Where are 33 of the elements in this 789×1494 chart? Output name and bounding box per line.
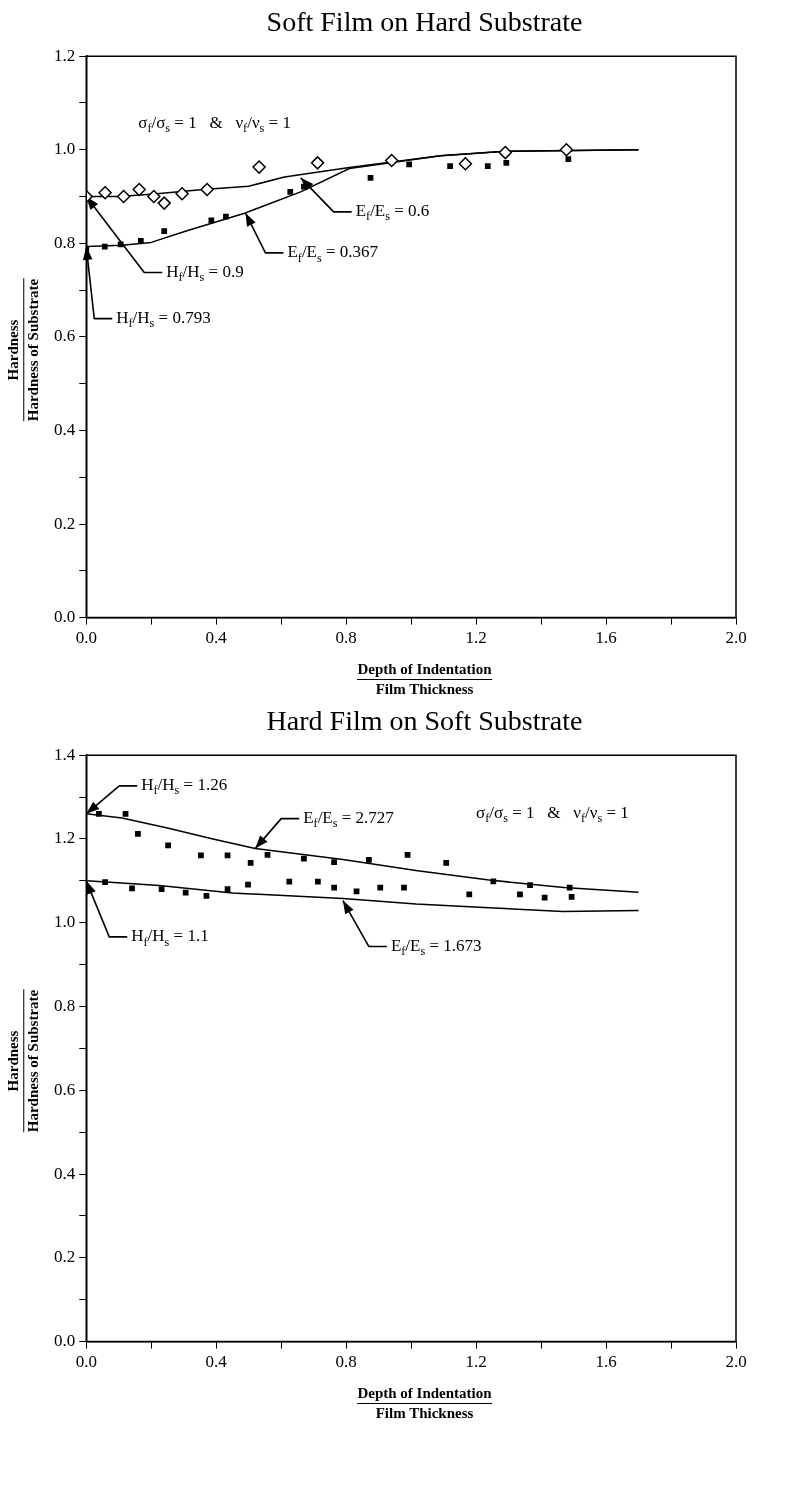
x-tick-label: 0.0	[75, 1352, 97, 1372]
y-tick-label: 0.2	[54, 1247, 76, 1267]
y-tick-label: 0.0	[54, 1331, 76, 1351]
x-tick-label: 0.4	[205, 628, 228, 648]
x-axis-title: Depth of Indentation Film Thickness	[357, 659, 492, 699]
y-axis-title: Hardness Hardness of Substrate	[3, 989, 44, 1133]
x-tick-label: 0.0	[75, 628, 97, 648]
x-tick-label: 1.6	[595, 1352, 617, 1372]
y-tick-label: 0.6	[54, 326, 76, 346]
x-tick-label: 1.2	[465, 628, 487, 648]
y-tick-label: 0.8	[54, 995, 76, 1015]
x-tick-label: 1.6	[595, 628, 617, 648]
y-tick-label: 1.2	[54, 828, 76, 848]
chart-title: Hard Film on Soft Substrate	[265, 704, 584, 738]
y-tick-label: 1.2	[54, 45, 76, 65]
y-tick-label: 0.4	[54, 419, 76, 439]
x-tick-label: 2.0	[725, 1352, 747, 1372]
x-tick-label: 0.8	[335, 1352, 357, 1372]
y-tick-label: 0.8	[54, 232, 76, 252]
y-tick-label: 1.4	[54, 744, 76, 764]
x-tick-label: 1.2	[465, 1352, 487, 1372]
y-axis-title: Hardness Hardness of Substrate	[3, 278, 44, 421]
x-tick-label: 0.8	[335, 628, 357, 648]
x-tick-label: 2.0	[725, 628, 747, 648]
x-axis-title: Depth of Indentation Film Thickness	[357, 1383, 492, 1423]
y-tick-label: 1.0	[54, 139, 76, 159]
y-tick-label: 0.4	[54, 1163, 76, 1183]
y-tick-label: 0.0	[54, 607, 76, 627]
x-tick-label: 0.4	[205, 1352, 228, 1372]
chart-title: Soft Film on Hard Substrate	[265, 5, 584, 39]
y-tick-label: 0.2	[54, 513, 76, 533]
y-tick-label: 0.6	[54, 1079, 76, 1099]
y-tick-label: 1.0	[54, 912, 76, 932]
